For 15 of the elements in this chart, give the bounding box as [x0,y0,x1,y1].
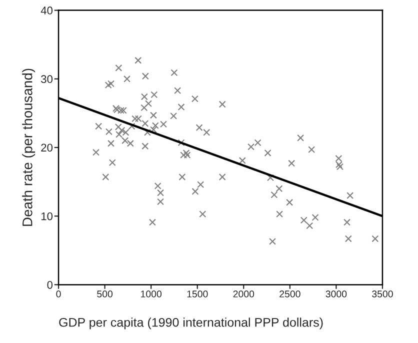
x-tick-label: 3500 [372,290,393,298]
y-tick-label: 30 [41,75,53,84]
y-tick-label: 0 [47,280,53,289]
y-tick-label: 20 [41,144,53,152]
y-axis-title: Death rate (per thousand) [22,68,36,226]
y-tick-label: 10 [41,212,53,220]
x-tick-label: 500 [97,290,113,298]
y-tick-label: 40 [40,6,53,14]
x-tick-label: 2000 [233,290,254,298]
x-tick-label: 3000 [326,290,347,298]
x-tick-label: 1500 [187,290,208,298]
x-tick-label: 2500 [280,290,300,298]
x-tick-label: 0 [56,290,61,298]
x-axis-title: GDP per capita (1990 international PPP dollars) [59,318,323,330]
x-tick-label: 1000 [141,290,162,298]
